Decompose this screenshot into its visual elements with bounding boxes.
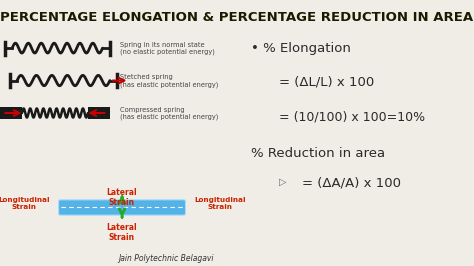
FancyBboxPatch shape <box>59 200 185 215</box>
Text: Compressed spring
(has elastic potential energy): Compressed spring (has elastic potential… <box>119 106 218 120</box>
Text: Longitudinal
Strain: Longitudinal Strain <box>194 197 246 210</box>
Text: Spring in its normal state
(no elastic potential energy): Spring in its normal state (no elastic p… <box>119 41 215 55</box>
Text: Lateral
Strain: Lateral Strain <box>107 188 137 207</box>
Text: PERCENTAGE ELONGATION & PERCENTAGE REDUCTION IN AREA: PERCENTAGE ELONGATION & PERCENTAGE REDUC… <box>0 11 474 24</box>
Text: • % Elongation: • % Elongation <box>251 41 351 55</box>
Text: = (10/100) x 100=10%: = (10/100) x 100=10% <box>279 110 425 123</box>
Text: % Reduction in area: % Reduction in area <box>251 147 385 160</box>
Text: Lateral
Strain: Lateral Strain <box>107 223 137 242</box>
Text: = (ΔL/L) x 100: = (ΔL/L) x 100 <box>279 76 374 89</box>
Text: Longitudinal
Strain: Longitudinal Strain <box>0 197 50 210</box>
Bar <box>0 106 22 119</box>
Text: ▷: ▷ <box>279 177 286 187</box>
Text: Jain Polytechnic Belagavi: Jain Polytechnic Belagavi <box>118 253 214 263</box>
Text: = (ΔA/A) x 100: = (ΔA/A) x 100 <box>301 177 401 190</box>
Bar <box>88 106 110 119</box>
Text: Stetched spring
(has elastic potential energy): Stetched spring (has elastic potential e… <box>119 74 218 88</box>
